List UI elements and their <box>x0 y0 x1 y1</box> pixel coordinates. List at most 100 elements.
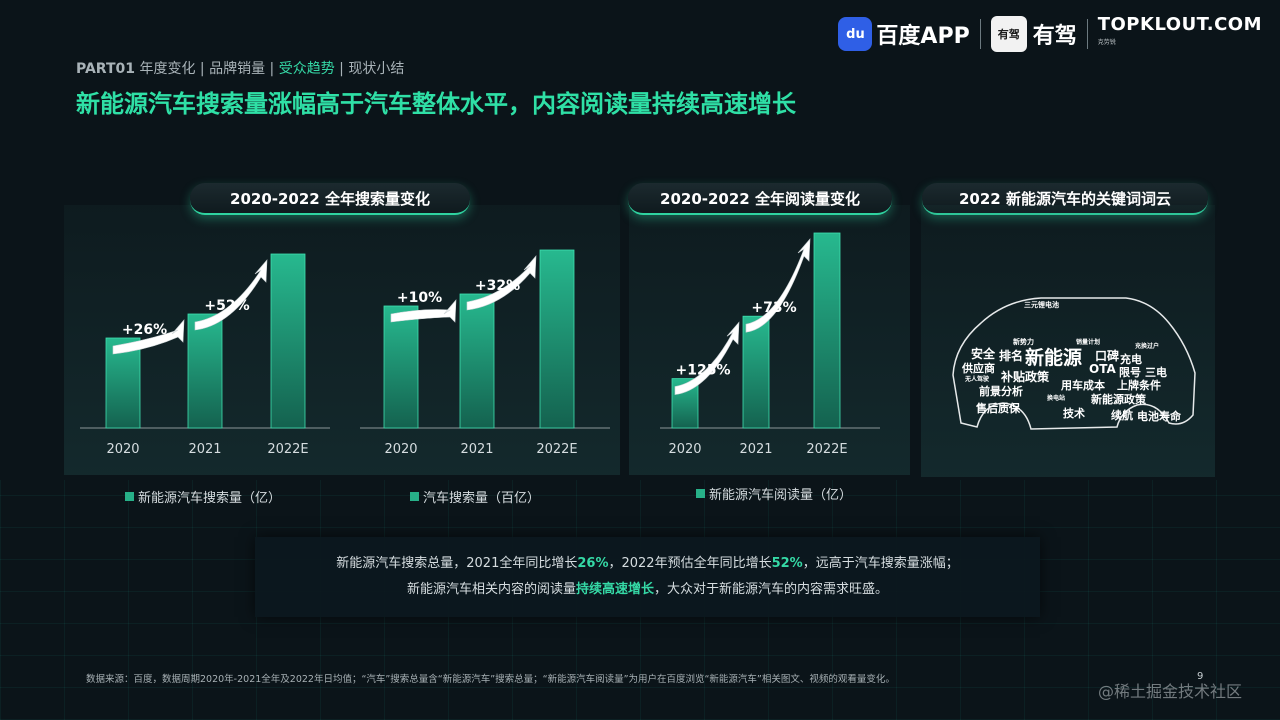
nav-item-brand[interactable]: 品牌销量 <box>209 61 266 77</box>
bar-2022E <box>813 232 841 429</box>
wordcloud-term: 充电 <box>1120 353 1142 366</box>
keyword-wordcloud: 三元锂电池 新势力 销量计划 充换过户 安全 排名 新能源 口碑 充电 供应商 … <box>921 205 1215 477</box>
x-tick-label: 2021 <box>188 442 221 457</box>
growth-arrow-icon <box>466 255 537 311</box>
x-tick-label: 2022E <box>806 442 847 457</box>
wordcloud-term: 三电 <box>1145 366 1167 379</box>
topklout-logo-sub: 克劳锐 <box>1097 39 1116 46</box>
car-silhouette-icon <box>952 297 1196 430</box>
logo-divider <box>979 19 981 49</box>
wordcloud-term: 销量计划 <box>1076 339 1101 346</box>
logo-bar: du 百度APP 有驾 有驾 TOPKLOUT.COM 克劳锐 <box>838 14 1262 54</box>
growth-arrow-icon <box>194 259 268 331</box>
wordcloud-term: 新势力 <box>1013 338 1034 346</box>
growth-label: +10% <box>397 290 442 306</box>
nav-item-summary[interactable]: 现状小结 <box>348 61 405 77</box>
growth-label: +73% <box>751 300 796 316</box>
legend-nev-search: 新能源汽车搜索量（亿） <box>125 487 281 506</box>
x-tick-label: 2022E <box>536 442 577 457</box>
growth-label: +125% <box>676 363 731 379</box>
youjia-logo: 有驾 有驾 <box>990 16 1077 52</box>
wordcloud-term: 续航 <box>1111 409 1133 422</box>
summary-text: ，2022年预估全年同比增长 <box>608 556 772 571</box>
bar-2022E <box>270 253 306 429</box>
x-tick-label: 2020 <box>106 442 139 457</box>
wordcloud-term: 技术 <box>1063 407 1085 420</box>
summary-text: ，大众对于新能源汽车的内容需求旺盛。 <box>654 582 889 597</box>
wordcloud-term: 无人驾驶 <box>965 376 990 383</box>
wordcloud-term: 用车成本 <box>1061 379 1105 392</box>
nav-sep: | <box>269 61 275 77</box>
page-number: 9 <box>1197 671 1204 682</box>
baidu-paw-icon: du <box>838 17 873 51</box>
growth-label: +32% <box>475 278 520 294</box>
legend-car-search: 汽车搜索量（百亿） <box>410 487 540 506</box>
wordcloud-term: 换电站 <box>1047 395 1066 402</box>
search-panel-title: 2020-2022 全年搜索量变化 <box>190 183 470 215</box>
wordcloud-term: 安全 <box>971 347 996 361</box>
x-tick-label: 2021 <box>739 442 772 457</box>
wordcloud-term: 电池寿命 <box>1137 410 1181 423</box>
wordcloud-term: 前景分析 <box>979 385 1023 398</box>
summary-highlight: 持续高速增长 <box>575 582 654 597</box>
wordcloud-term: OTA <box>1089 362 1116 376</box>
wordcloud-term: 排名 <box>999 349 1024 363</box>
legend-label: 汽车搜索量（百亿） <box>423 491 541 506</box>
baidu-logo-text: 百度APP <box>876 24 970 49</box>
wordcloud-term: 新能源政策 <box>1091 393 1146 406</box>
summary-text: 新能源汽车搜索总量，2021全年同比增长 <box>336 556 578 571</box>
bar-2020 <box>383 305 419 429</box>
legend-swatch <box>125 492 134 501</box>
baidu-logo: du 百度APP <box>838 17 970 51</box>
summary-line-2: 新能源汽车相关内容的阅读量持续高速增长，大众对于新能源汽车的内容需求旺盛。 <box>255 577 1040 603</box>
bar-2021 <box>459 293 495 429</box>
summary-box: 新能源汽车搜索总量，2021全年同比增长26%，2022年预估全年同比增长52%… <box>255 537 1040 617</box>
nav-sep: | <box>199 61 205 77</box>
nev-search-chart: 2020 2021 2022E +26% +52% <box>80 253 330 457</box>
x-tick-label: 2022E <box>267 442 308 457</box>
data-source-note: 数据来源：百度，数据周期2020年-2021全年及2022年日均值；“汽车”搜索… <box>86 674 895 685</box>
youjia-logo-text: 有驾 <box>1032 24 1077 49</box>
legend-label: 新能源汽车搜索量（亿） <box>138 491 282 506</box>
bar-2021 <box>742 315 770 429</box>
car-search-chart: 2020 2021 2022E +10% +32% <box>360 249 610 457</box>
breadcrumb-nav: PART01 年度变化 | 品牌销量 | 受众趋势 | 现状小结 <box>76 58 404 78</box>
wordcloud-term: 充换过户 <box>1135 343 1160 350</box>
wordcloud-term: 售后质保 <box>976 402 1020 415</box>
nav-part: PART01 <box>76 61 135 77</box>
legend-label: 新能源汽车阅读量（亿） <box>709 488 853 503</box>
summary-highlight: 52% <box>771 556 803 571</box>
wordcloud-term: 上牌条件 <box>1117 379 1161 392</box>
read-panel <box>629 205 910 475</box>
summary-line-1: 新能源汽车搜索总量，2021全年同比增长26%，2022年预估全年同比增长52%… <box>255 551 1040 577</box>
wordcloud-term: 三元锂电池 <box>1024 301 1059 309</box>
nav-sep: | <box>339 61 344 77</box>
topklout-logo-text: TOPKLOUT.COM <box>1097 14 1262 35</box>
cloud-panel-title: 2022 新能源汽车的关键词词云 <box>922 183 1208 215</box>
summary-text: 新能源汽车相关内容的阅读量 <box>406 582 576 597</box>
wordcloud-term: 口碑 <box>1095 349 1120 363</box>
legend-nev-read: 新能源汽车阅读量（亿） <box>696 484 852 503</box>
summary-highlight: 26% <box>577 556 609 571</box>
growth-arrow-icon <box>674 321 740 395</box>
legend-swatch <box>410 492 419 501</box>
legend-swatch <box>696 489 705 498</box>
youjia-badge-icon: 有驾 <box>990 16 1027 52</box>
nev-read-chart: 2020 2021 2022E +125% +73% <box>660 232 880 457</box>
growth-arrow-icon <box>112 319 185 355</box>
logo-divider <box>1086 19 1088 49</box>
growth-label: +26% <box>122 322 167 338</box>
nav-item-audience[interactable]: 受众趋势 <box>278 61 335 77</box>
topklout-logo: TOPKLOUT.COM 克劳锐 <box>1098 16 1262 52</box>
read-panel-title: 2020-2022 全年阅读量变化 <box>628 183 892 215</box>
bar-2020 <box>105 337 141 429</box>
wordcloud-term: 供应商 <box>962 362 995 375</box>
summary-text: ，远高于汽车搜索量涨幅； <box>802 556 959 571</box>
nav-item-annual[interactable]: 年度变化 <box>139 61 196 77</box>
x-tick-label: 2020 <box>384 442 417 457</box>
watermark: @稀土掘金技术社区 <box>1098 682 1243 701</box>
growth-arrow-icon <box>390 299 457 323</box>
wordcloud-term: 补贴政策 <box>1001 370 1050 384</box>
bar-2022E <box>539 249 575 429</box>
x-tick-label: 2021 <box>460 442 493 457</box>
